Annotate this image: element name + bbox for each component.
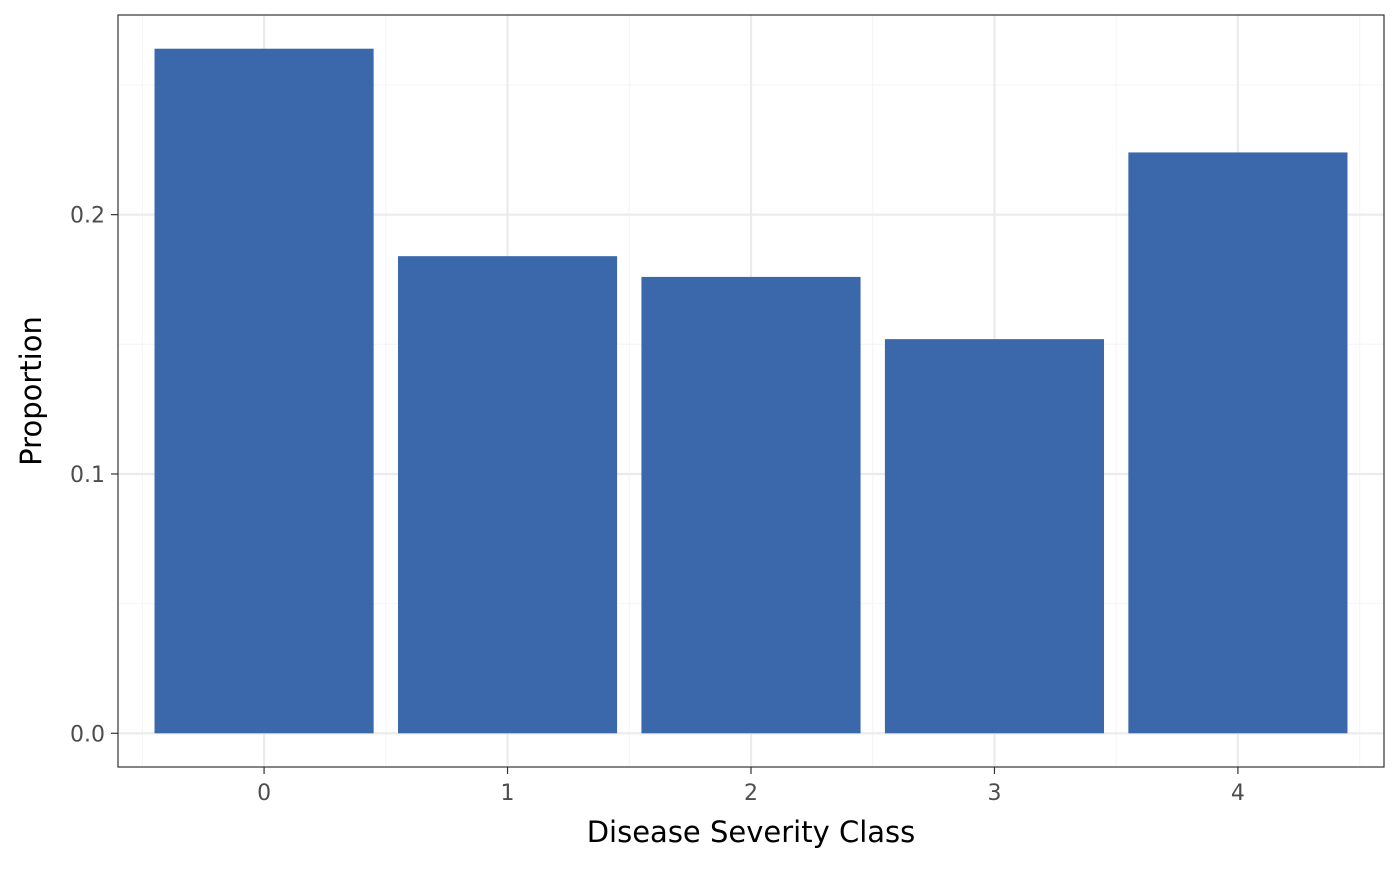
x-tick-label: 0 bbox=[257, 781, 271, 806]
y-tick-label: 0.1 bbox=[70, 463, 105, 488]
bar-4 bbox=[1128, 152, 1348, 734]
x-axis-title: Disease Severity Class bbox=[587, 815, 916, 849]
x-tick-label: 1 bbox=[501, 781, 515, 806]
bar-0 bbox=[154, 48, 374, 734]
bars bbox=[154, 48, 1348, 734]
y-axis-title: Proportion bbox=[14, 316, 48, 466]
x-tick-label: 4 bbox=[1231, 781, 1245, 806]
x-tick-label: 2 bbox=[744, 781, 758, 806]
bar-1 bbox=[397, 256, 618, 734]
y-tick-label: 0.2 bbox=[70, 204, 105, 229]
y-tick-label: 0.0 bbox=[70, 722, 105, 747]
x-axis: 0 1 2 3 4 bbox=[257, 767, 1245, 806]
bar-2 bbox=[641, 276, 861, 734]
bar-3 bbox=[884, 339, 1105, 734]
x-tick-label: 3 bbox=[987, 781, 1001, 806]
y-axis: 0.0 0.1 0.2 bbox=[70, 204, 118, 747]
